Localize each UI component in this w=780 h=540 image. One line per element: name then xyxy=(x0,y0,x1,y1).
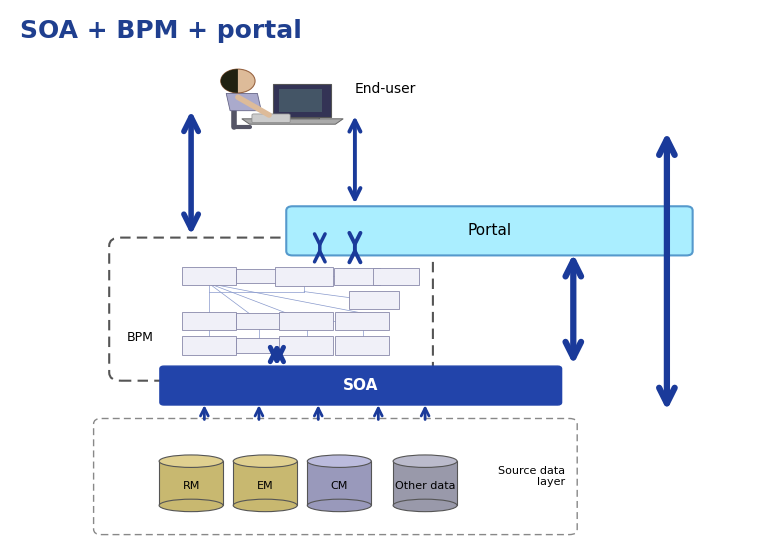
Text: RM: RM xyxy=(183,481,200,491)
FancyBboxPatch shape xyxy=(236,269,282,283)
Polygon shape xyxy=(226,93,261,111)
FancyBboxPatch shape xyxy=(279,336,333,355)
FancyBboxPatch shape xyxy=(252,114,290,123)
Polygon shape xyxy=(242,119,343,124)
FancyBboxPatch shape xyxy=(182,312,236,330)
FancyBboxPatch shape xyxy=(236,338,282,353)
FancyBboxPatch shape xyxy=(182,336,236,355)
Ellipse shape xyxy=(159,455,223,468)
Text: End-user: End-user xyxy=(355,82,417,96)
FancyBboxPatch shape xyxy=(160,366,562,405)
Ellipse shape xyxy=(393,499,457,512)
Ellipse shape xyxy=(393,455,457,468)
Text: Other data: Other data xyxy=(395,481,456,491)
Bar xyxy=(393,461,457,505)
FancyBboxPatch shape xyxy=(273,84,331,117)
FancyBboxPatch shape xyxy=(279,312,333,330)
Bar xyxy=(307,461,371,505)
Ellipse shape xyxy=(233,455,297,468)
FancyBboxPatch shape xyxy=(334,268,380,285)
Bar xyxy=(159,461,223,505)
Text: SOA: SOA xyxy=(343,378,378,393)
Ellipse shape xyxy=(159,499,223,512)
FancyBboxPatch shape xyxy=(286,206,693,255)
Circle shape xyxy=(221,69,255,93)
FancyBboxPatch shape xyxy=(373,268,419,285)
FancyBboxPatch shape xyxy=(236,313,282,329)
Ellipse shape xyxy=(307,499,371,512)
Polygon shape xyxy=(281,115,320,119)
Text: EM: EM xyxy=(257,481,274,491)
Text: SOA + BPM + portal: SOA + BPM + portal xyxy=(20,19,301,43)
Bar xyxy=(233,461,297,505)
FancyBboxPatch shape xyxy=(275,267,333,286)
FancyBboxPatch shape xyxy=(182,267,236,285)
FancyBboxPatch shape xyxy=(335,312,389,330)
Text: BPM: BPM xyxy=(127,331,154,344)
Text: CM: CM xyxy=(331,481,348,491)
Wedge shape xyxy=(221,69,238,93)
FancyBboxPatch shape xyxy=(279,89,322,112)
Text: Source data
layer: Source data layer xyxy=(498,465,566,487)
FancyBboxPatch shape xyxy=(349,291,399,309)
FancyBboxPatch shape xyxy=(335,336,389,355)
Ellipse shape xyxy=(307,455,371,468)
Ellipse shape xyxy=(233,499,297,512)
Text: Portal: Portal xyxy=(467,224,512,238)
